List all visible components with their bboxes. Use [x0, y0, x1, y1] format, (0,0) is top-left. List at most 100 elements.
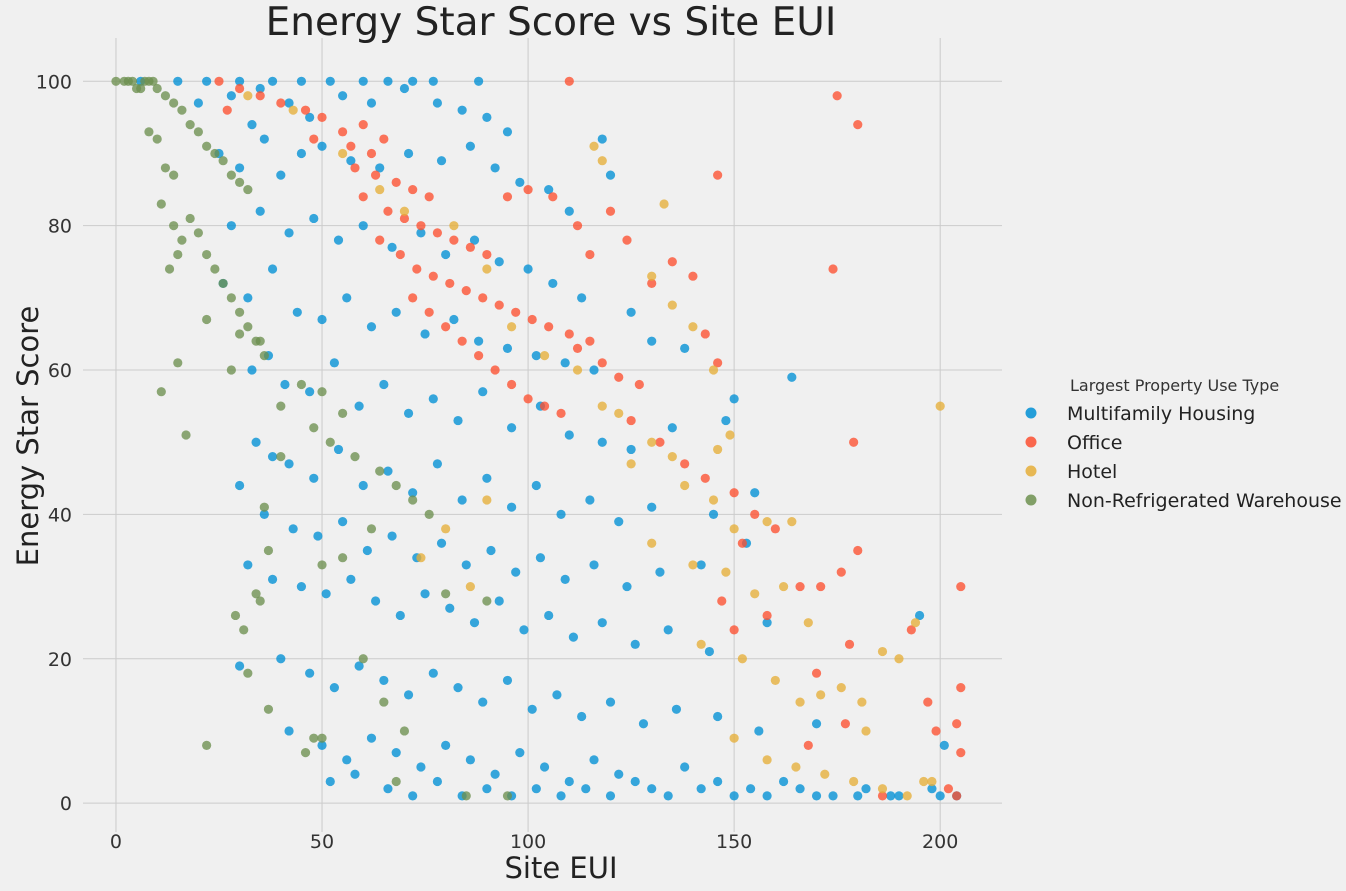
data-point	[490, 769, 500, 779]
data-point	[445, 278, 455, 289]
data-point	[284, 459, 294, 469]
data-point	[235, 480, 245, 491]
data-point	[144, 127, 154, 137]
data-point	[296, 581, 307, 592]
data-point	[329, 358, 339, 368]
data-point	[338, 91, 348, 101]
data-point	[346, 156, 356, 166]
data-point	[614, 408, 624, 418]
data-point	[267, 574, 278, 584]
data-point	[770, 524, 780, 534]
data-point	[350, 163, 360, 173]
data-point	[696, 639, 706, 649]
series-group	[214, 76, 966, 801]
data-point	[853, 120, 863, 130]
data-point	[552, 690, 562, 700]
data-point	[663, 625, 673, 635]
data-point	[729, 524, 739, 534]
data-point	[432, 228, 443, 238]
data-point	[210, 264, 220, 274]
data-point	[169, 98, 179, 108]
data-point	[288, 524, 298, 534]
data-point	[713, 358, 723, 368]
data-point	[906, 625, 916, 635]
data-point	[465, 755, 475, 765]
data-point	[346, 574, 356, 584]
axes: 0 50 100 150 200 0 20 40 60 80 100	[36, 71, 959, 853]
data-point	[502, 675, 513, 686]
data-point	[391, 307, 401, 317]
data-point	[391, 177, 401, 187]
data-point	[156, 199, 166, 209]
data-point	[614, 517, 624, 527]
data-point	[729, 625, 739, 635]
data-point	[160, 91, 171, 101]
data-point	[502, 127, 513, 137]
data-point	[713, 170, 723, 180]
data-point	[527, 314, 537, 325]
data-point	[309, 134, 319, 144]
data-point	[750, 488, 760, 498]
data-point	[638, 719, 649, 729]
data-point	[667, 300, 677, 310]
data-point	[173, 358, 183, 368]
data-point	[523, 394, 533, 404]
data-point	[329, 683, 339, 693]
data-point	[296, 379, 307, 390]
y-tick-label: 60	[48, 360, 72, 382]
data-point	[243, 322, 253, 332]
data-point	[218, 278, 228, 289]
data-point	[589, 560, 599, 570]
data-point	[292, 307, 302, 317]
data-point	[317, 560, 327, 570]
data-point	[317, 740, 327, 750]
data-point	[416, 762, 426, 772]
data-point	[276, 401, 286, 411]
data-point	[338, 148, 348, 159]
data-point	[420, 329, 430, 339]
data-point	[338, 553, 348, 563]
data-point	[239, 625, 249, 635]
x-axis-title: Site EUI	[505, 851, 618, 885]
data-point	[630, 776, 640, 787]
data-point	[750, 589, 760, 599]
data-point	[585, 249, 595, 260]
data-point	[548, 192, 558, 202]
data-point	[469, 618, 480, 628]
data-point	[816, 581, 826, 592]
y-tick-label: 20	[48, 649, 72, 671]
data-point	[202, 314, 212, 325]
data-point	[708, 365, 719, 375]
data-point	[181, 430, 191, 440]
data-point	[811, 719, 822, 729]
data-point	[469, 235, 480, 245]
data-point	[655, 567, 665, 577]
data-point	[461, 560, 471, 570]
data-point	[659, 199, 669, 209]
legend-marker	[1025, 494, 1037, 506]
data-point	[235, 307, 245, 317]
data-point	[877, 791, 888, 801]
data-point	[886, 791, 896, 801]
series-group	[243, 91, 945, 801]
data-point	[284, 228, 294, 238]
data-point	[317, 141, 327, 151]
data-point	[544, 184, 554, 195]
data-point	[539, 351, 550, 361]
data-point	[350, 769, 360, 779]
data-point	[465, 242, 475, 252]
data-point	[354, 661, 364, 671]
data-point	[235, 76, 245, 86]
data-point	[828, 791, 838, 801]
legend-marker	[1025, 436, 1037, 448]
data-point	[647, 278, 657, 289]
data-point	[502, 192, 513, 202]
data-point	[259, 509, 269, 519]
data-point	[210, 148, 220, 159]
data-point	[548, 278, 558, 289]
data-point	[428, 271, 438, 281]
data-point	[572, 365, 583, 375]
data-point	[354, 401, 364, 411]
data-point	[647, 271, 657, 281]
data-point	[667, 423, 677, 433]
